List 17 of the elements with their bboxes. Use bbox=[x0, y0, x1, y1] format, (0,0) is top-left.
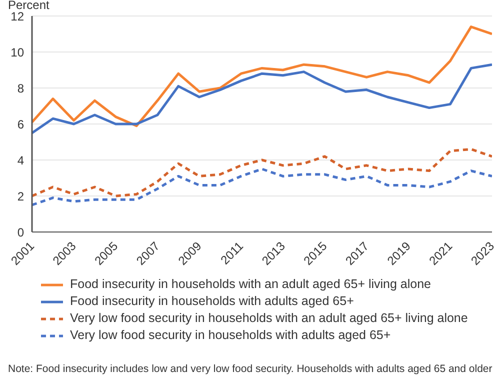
y-tick-label: 8 bbox=[17, 81, 24, 96]
line-series bbox=[32, 148, 492, 198]
line-series bbox=[32, 168, 492, 206]
legend-label: Food insecurity in households with adults aged 65+ bbox=[70, 293, 354, 310]
y-tick-label: 12 bbox=[10, 9, 24, 24]
y-tick-label: 0 bbox=[17, 225, 24, 240]
line-series bbox=[32, 26, 492, 128]
y-axis-title: Percent bbox=[8, 0, 50, 12]
text: Note: Food insecurity includes low and very low food security. Households with adults aged 65 and older bbox=[8, 362, 494, 376]
y-tick-label: 4 bbox=[17, 153, 24, 168]
legend-label: Very low food security in households with adults aged 65+ bbox=[70, 327, 391, 344]
legend-label: Food insecurity in households with an adult aged 65+ living alone bbox=[70, 276, 432, 293]
y-tick-label: 10 bbox=[10, 45, 24, 60]
legend-label: Very low food security in households with an adult aged 65+ living alone bbox=[70, 310, 468, 327]
y-tick-label: 2 bbox=[17, 189, 24, 204]
y-tick-label: 6 bbox=[17, 117, 24, 132]
line-series bbox=[32, 63, 492, 134]
